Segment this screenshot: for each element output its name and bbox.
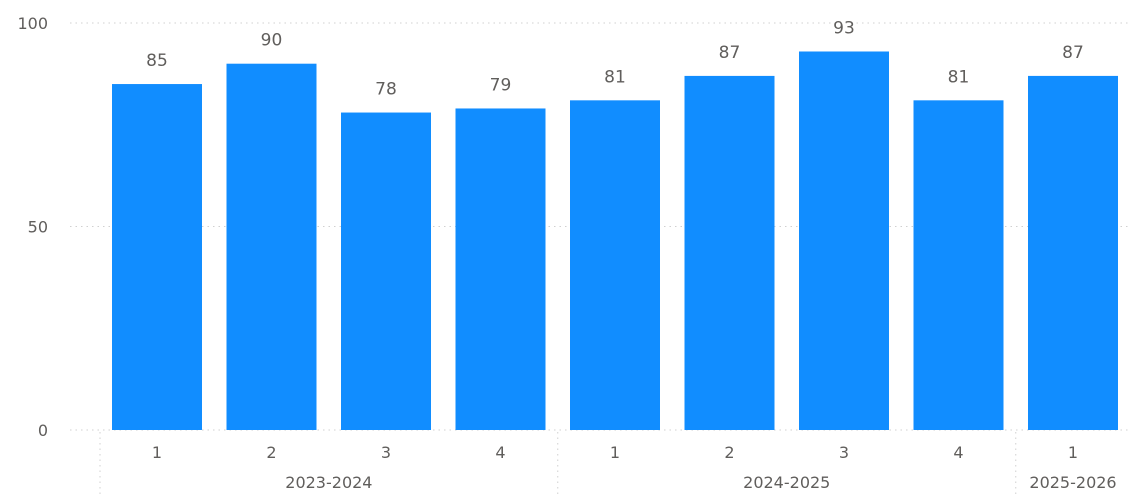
x-tick-label: 2 bbox=[266, 443, 276, 462]
bar bbox=[913, 100, 1004, 430]
data-label: 85 bbox=[146, 51, 168, 71]
data-label: 81 bbox=[948, 67, 970, 87]
data-label: 90 bbox=[261, 31, 283, 51]
x-axis: 1 2 3 4 1 2 3 4 1 2023-2024 2024-2025 2025-2026 bbox=[99, 432, 1117, 496]
bar bbox=[570, 100, 660, 430]
bar bbox=[1028, 75, 1118, 430]
y-tick-label: 0 bbox=[38, 421, 48, 440]
bar bbox=[112, 84, 202, 431]
x-tick-label: 1 bbox=[610, 443, 620, 462]
x-tick-label: 1 bbox=[152, 443, 162, 462]
data-label: 87 bbox=[719, 43, 741, 63]
data-label: 79 bbox=[490, 75, 512, 95]
x-tick-label: 4 bbox=[953, 443, 963, 462]
x-tick-label: 3 bbox=[381, 443, 391, 462]
x-tick-label: 3 bbox=[839, 443, 849, 462]
bar bbox=[455, 108, 546, 430]
data-label: 87 bbox=[1062, 43, 1084, 63]
bar bbox=[799, 51, 889, 431]
x-group-label: 2025-2026 bbox=[1029, 473, 1116, 492]
x-group-label: 2023-2024 bbox=[285, 473, 372, 492]
data-label: 81 bbox=[604, 67, 626, 87]
x-tick-label: 2 bbox=[724, 443, 734, 462]
x-tick-label: 1 bbox=[1068, 443, 1078, 462]
data-label: 78 bbox=[375, 80, 397, 100]
bar bbox=[341, 112, 431, 430]
bar bbox=[226, 63, 317, 430]
y-axis-ticks: 0 50 100 bbox=[17, 14, 48, 440]
y-tick-label: 50 bbox=[28, 218, 48, 237]
data-labels: 85 90 78 79 81 87 93 81 87 bbox=[146, 18, 1084, 99]
x-tick-label: 4 bbox=[495, 443, 505, 462]
x-group-label: 2024-2025 bbox=[743, 473, 830, 492]
data-label: 93 bbox=[833, 18, 855, 38]
y-tick-label: 100 bbox=[17, 14, 48, 33]
bar bbox=[684, 75, 775, 430]
bars bbox=[112, 51, 1118, 431]
